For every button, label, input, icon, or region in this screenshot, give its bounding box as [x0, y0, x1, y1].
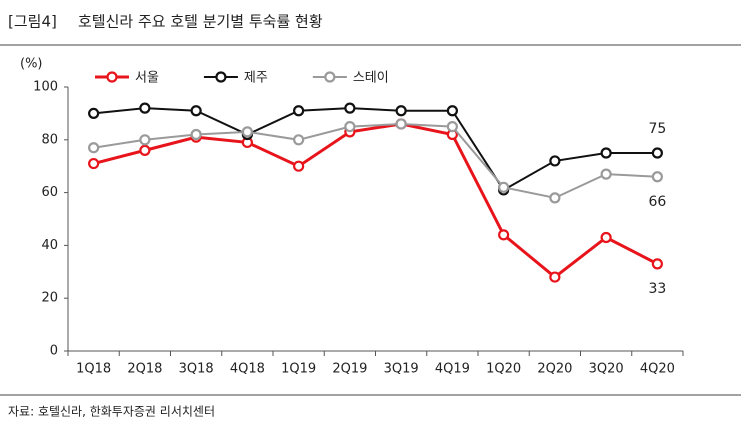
data-label: 66 [648, 194, 666, 210]
y-tick-label: 100 [33, 80, 58, 95]
data-point [139, 144, 151, 156]
x-tick-label: 2Q18 [127, 362, 162, 377]
x-tick-label: 1Q19 [281, 362, 316, 377]
legend-marker [215, 71, 227, 83]
legend-label: 서울 [135, 71, 159, 86]
data-point [190, 128, 202, 141]
data-point [88, 107, 100, 120]
data-point [344, 102, 356, 114]
x-tick-label: 4Q19 [435, 362, 470, 377]
data-point [600, 168, 612, 180]
x-tick-label: 3Q20 [589, 362, 624, 377]
series-line [93, 122, 658, 199]
data-point [293, 105, 305, 117]
y-tick-label: 40 [41, 238, 58, 253]
data-point [190, 105, 202, 117]
y-tick-label: 60 [41, 185, 58, 200]
data-point [549, 271, 561, 283]
data-point [139, 134, 151, 146]
data-point [88, 157, 100, 170]
y-tick-label: 80 [41, 132, 58, 147]
data-point [446, 105, 458, 117]
data-point [395, 118, 407, 130]
y-tick-label: 20 [41, 291, 58, 306]
x-tick-label: 3Q18 [179, 362, 214, 377]
data-point [651, 147, 663, 159]
data-label: 33 [648, 281, 666, 297]
data-point [600, 231, 612, 244]
legend-marker [106, 71, 118, 83]
x-tick-label: 4Q20 [640, 362, 675, 377]
data-point [549, 155, 561, 167]
data-point [344, 120, 356, 133]
legend-marker [324, 71, 336, 83]
series-line [93, 122, 659, 279]
chart-title: 호텔신라 주요 호텔 분기별 투숙률 현황 [78, 13, 323, 31]
source: 자료: 호텔신라, 한화투자증권 리서치센터 [8, 405, 215, 419]
data-point [139, 102, 151, 114]
x-tick-label: 2Q19 [332, 362, 367, 377]
data-point [293, 160, 305, 172]
x-tick-label: 1Q20 [486, 362, 521, 377]
y-axis-label: (%) [20, 57, 43, 72]
data-point [600, 147, 612, 159]
legend-label: 제주 [244, 71, 268, 86]
x-tick-label: 3Q19 [384, 362, 419, 377]
x-tick-label: 1Q18 [76, 362, 111, 377]
data-point [651, 171, 663, 183]
figure-label: [그림4] [8, 13, 57, 31]
legend-label: 스테이 [353, 71, 389, 86]
data-point [498, 229, 510, 241]
data-point [293, 134, 305, 146]
x-tick-label: 4Q18 [230, 362, 265, 377]
y-tick-label: 0 [50, 344, 58, 359]
data-point [241, 126, 253, 138]
data-point [651, 258, 663, 270]
data-point [549, 192, 561, 204]
data-point [88, 142, 100, 154]
data-point [498, 181, 510, 193]
data-point [395, 105, 407, 117]
series-line [93, 107, 658, 192]
x-tick-label: 2Q20 [537, 362, 572, 377]
data-label: 75 [648, 121, 666, 137]
data-point [446, 120, 458, 133]
